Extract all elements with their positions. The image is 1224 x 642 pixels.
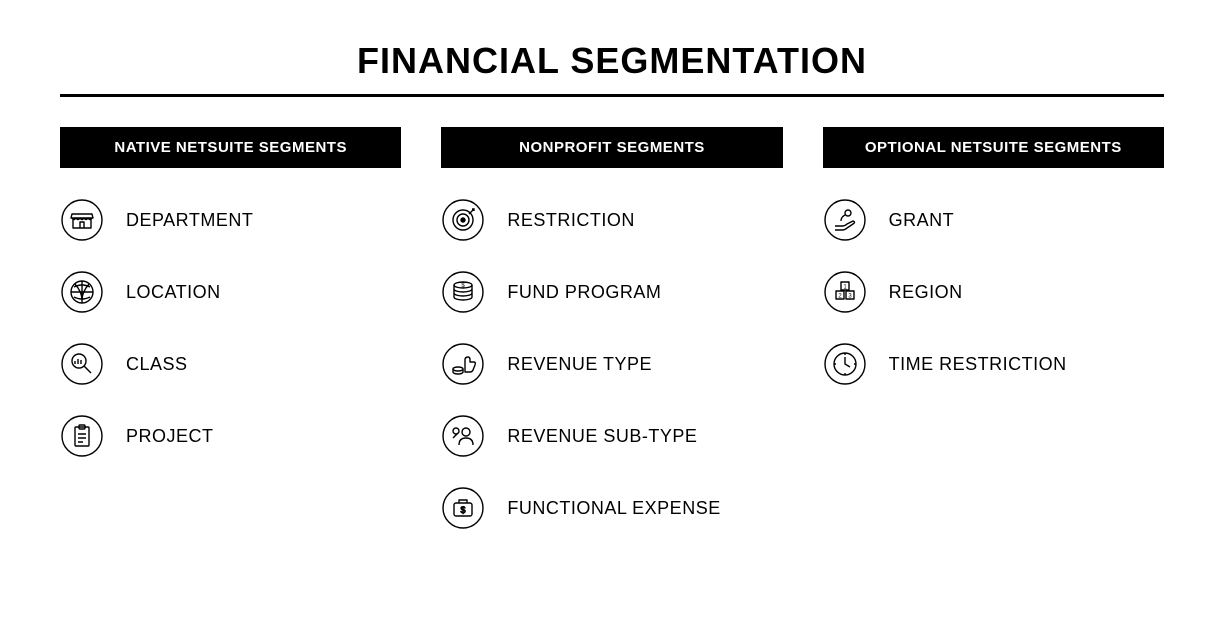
column-items: DEPARTMENT LOCATION CLASS PROJECT bbox=[60, 198, 401, 458]
segment-column: OPTIONAL NETSUITE SEGMENTS GRANT REGION TIM… bbox=[823, 127, 1164, 530]
segment-item: TIME RESTRICTION bbox=[823, 342, 1164, 386]
segment-item: CLASS bbox=[60, 342, 401, 386]
target-icon bbox=[441, 198, 485, 242]
segment-item-label: RESTRICTION bbox=[507, 210, 635, 231]
segment-item: REGION bbox=[823, 270, 1164, 314]
column-items: GRANT REGION TIME RESTRICTION bbox=[823, 198, 1164, 386]
segment-item-label: DEPARTMENT bbox=[126, 210, 253, 231]
segment-item: FUNCTIONAL EXPENSE bbox=[441, 486, 782, 530]
clipboard-icon bbox=[60, 414, 104, 458]
storefront-icon bbox=[60, 198, 104, 242]
segment-column: NATIVE NETSUITE SEGMENTS DEPARTMENT LOCATI… bbox=[60, 127, 401, 530]
segment-item-label: TIME RESTRICTION bbox=[889, 354, 1067, 375]
column-header: NONPROFIT SEGMENTS bbox=[441, 127, 782, 168]
globe-icon bbox=[60, 270, 104, 314]
title-underline bbox=[60, 94, 1164, 97]
column-header: OPTIONAL NETSUITE SEGMENTS bbox=[823, 127, 1164, 168]
segment-item: REVENUE TYPE bbox=[441, 342, 782, 386]
segment-item-label: REVENUE TYPE bbox=[507, 354, 652, 375]
columns-container: NATIVE NETSUITE SEGMENTS DEPARTMENT LOCATI… bbox=[60, 127, 1164, 530]
column-items: RESTRICTION FUND PROGRAM REVENUE TYPE REVEN… bbox=[441, 198, 782, 530]
segment-item-label: REGION bbox=[889, 282, 963, 303]
segment-item-label: CLASS bbox=[126, 354, 188, 375]
clock-icon bbox=[823, 342, 867, 386]
segment-item: PROJECT bbox=[60, 414, 401, 458]
briefcase-dollar-icon bbox=[441, 486, 485, 530]
column-header: NATIVE NETSUITE SEGMENTS bbox=[60, 127, 401, 168]
blocks-123-icon bbox=[823, 270, 867, 314]
page-title: FINANCIAL SEGMENTATION bbox=[60, 40, 1164, 94]
segment-item: LOCATION bbox=[60, 270, 401, 314]
segment-item: DEPARTMENT bbox=[60, 198, 401, 242]
segment-item-label: LOCATION bbox=[126, 282, 221, 303]
segment-item: RESTRICTION bbox=[441, 198, 782, 242]
user-search-icon bbox=[441, 414, 485, 458]
segment-item-label: PROJECT bbox=[126, 426, 214, 447]
coins-thumbs-icon bbox=[441, 342, 485, 386]
chart-magnifier-icon bbox=[60, 342, 104, 386]
hand-give-icon bbox=[823, 198, 867, 242]
money-stack-icon bbox=[441, 270, 485, 314]
segment-item-label: FUNCTIONAL EXPENSE bbox=[507, 498, 720, 519]
segment-item: FUND PROGRAM bbox=[441, 270, 782, 314]
segment-item: GRANT bbox=[823, 198, 1164, 242]
segment-item-label: GRANT bbox=[889, 210, 955, 231]
segment-item-label: FUND PROGRAM bbox=[507, 282, 661, 303]
segment-column: NONPROFIT SEGMENTS RESTRICTION FUND PROGRA… bbox=[441, 127, 782, 530]
segment-item: REVENUE SUB-TYPE bbox=[441, 414, 782, 458]
segment-item-label: REVENUE SUB-TYPE bbox=[507, 426, 697, 447]
